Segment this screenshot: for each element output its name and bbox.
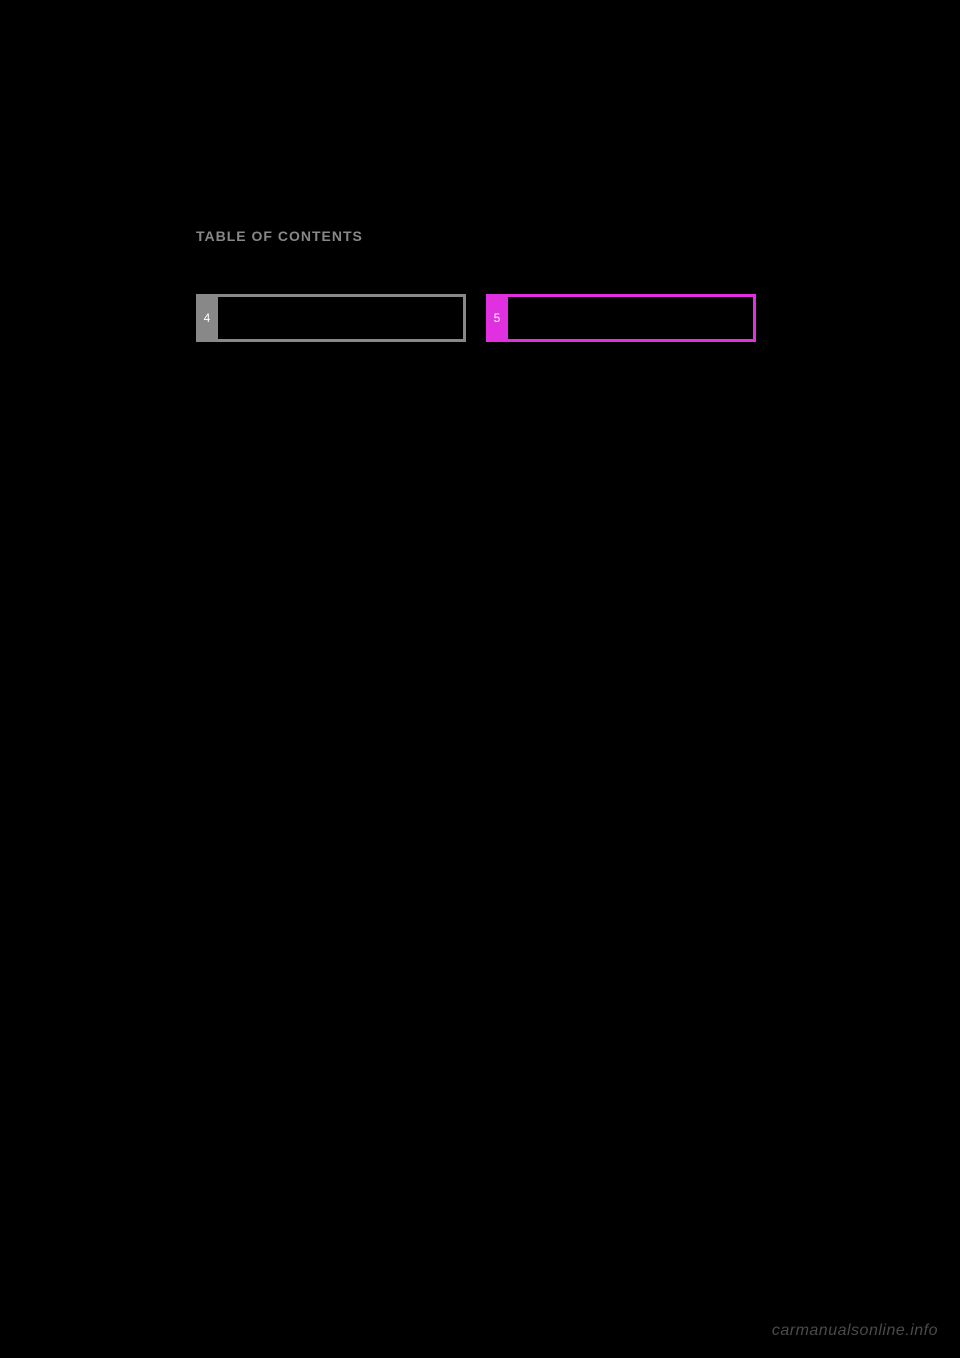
section-box-4: 4 bbox=[196, 294, 466, 342]
section-number-4: 4 bbox=[196, 294, 218, 342]
sections-row: 4 5 bbox=[196, 294, 756, 342]
section-body-5 bbox=[508, 294, 756, 342]
page-content: TABLE OF CONTENTS 4 5 bbox=[196, 228, 756, 342]
page-title: TABLE OF CONTENTS bbox=[196, 228, 756, 244]
section-box-5: 5 bbox=[486, 294, 756, 342]
watermark: carmanualsonline.info bbox=[772, 1322, 938, 1340]
section-number-5: 5 bbox=[486, 294, 508, 342]
section-body-4 bbox=[218, 294, 466, 342]
